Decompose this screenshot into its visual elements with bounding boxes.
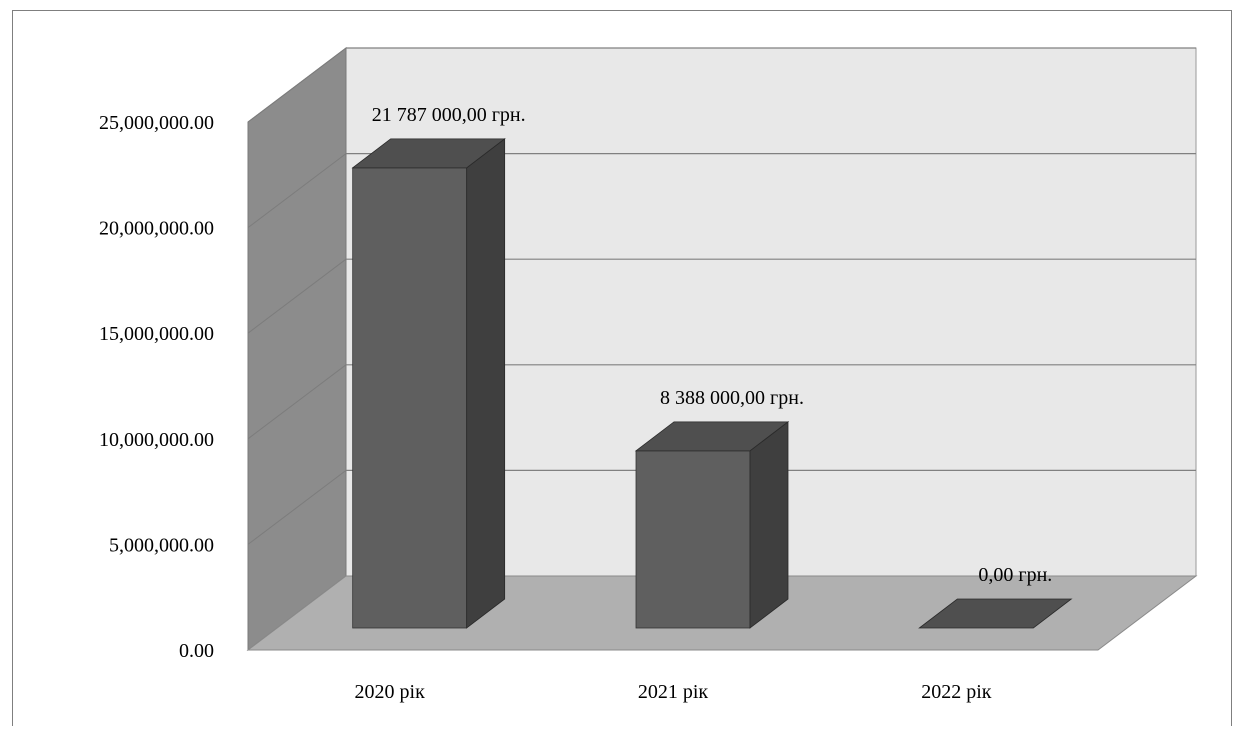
- bar-front: [635, 450, 751, 629]
- bar-side: [749, 421, 789, 629]
- y-tick-label: 5,000,000.00: [109, 534, 214, 556]
- y-tick-label: 25,000,000.00: [99, 112, 214, 134]
- x-tick-label: 2020 рік: [355, 681, 426, 703]
- gridline-side: [247, 364, 347, 440]
- data-label: 8 388 000,00 грн.: [660, 387, 804, 409]
- data-label: 0,00 грн.: [978, 564, 1052, 586]
- bar-side: [466, 138, 506, 629]
- bar: [634, 421, 790, 629]
- bar: [918, 598, 1073, 629]
- y-tick-label: 20,000,000.00: [99, 218, 214, 240]
- gridline-side: [247, 153, 347, 228]
- gridline-side: [247, 47, 347, 123]
- y-tick-label: 0.00: [179, 640, 214, 662]
- y-tick-label: 10,000,000.00: [99, 429, 214, 451]
- bar-top: [634, 421, 790, 452]
- bar-front: [352, 167, 468, 629]
- y-tick-label: 15,000,000.00: [99, 323, 214, 345]
- bar: [351, 138, 506, 629]
- bar-top: [351, 138, 506, 169]
- data-label: 21 787 000,00 грн.: [372, 104, 526, 126]
- x-tick-label: 2022 рік: [921, 681, 992, 703]
- side-wall: [247, 46, 347, 652]
- gridline-side: [247, 470, 347, 545]
- gridline-side: [247, 258, 347, 334]
- bar-top: [918, 598, 1073, 629]
- x-tick-label: 2021 рік: [638, 681, 709, 703]
